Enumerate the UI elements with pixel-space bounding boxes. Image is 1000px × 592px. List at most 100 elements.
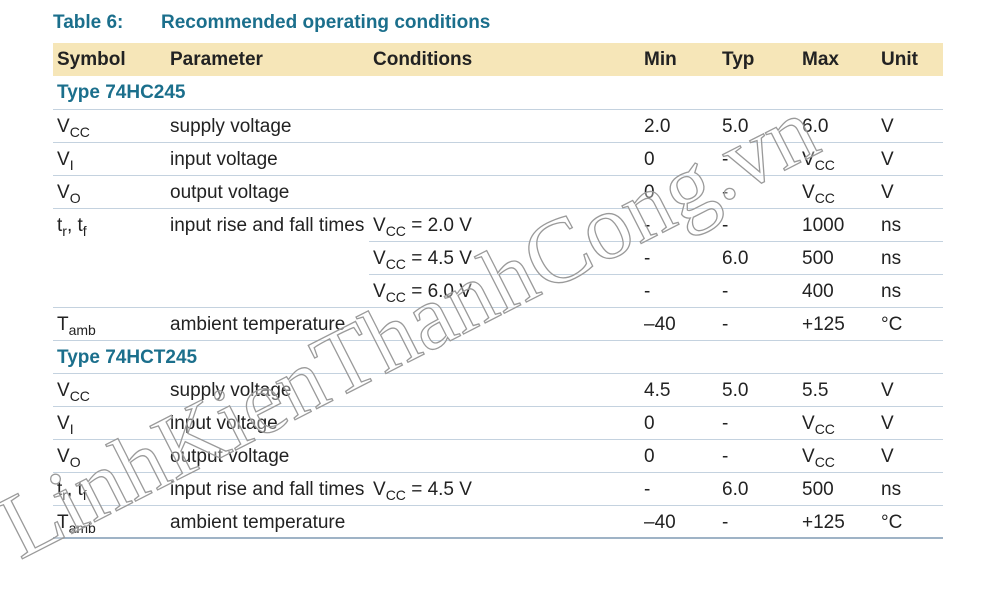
table-number: Table 6:: [53, 12, 124, 33]
unit-cell: V: [877, 109, 943, 143]
symbol-cell: VCC: [53, 109, 166, 143]
conditions-cell: [369, 307, 640, 341]
parameter-cell: input rise and fall times: [166, 472, 369, 506]
text-part: = 4.5 V: [405, 478, 472, 500]
subscript: I: [69, 156, 74, 173]
min-cell: 4.5: [640, 373, 718, 407]
min-cell: 2.0: [640, 109, 718, 143]
min-cell: 0: [640, 142, 718, 176]
table-caption: Recommended operating conditions: [161, 12, 491, 33]
data-row: VCC supply voltage 4.5 5.0 5.5 V: [53, 373, 943, 407]
conditions-cell: VCC = 2.0 V: [369, 208, 640, 242]
column-header: Max: [798, 43, 877, 76]
max-cell: +125: [798, 307, 877, 341]
data-row: VCC = 4.5 V -6.0 500 ns: [53, 241, 943, 275]
data-row: tr, tf input rise and fall times VCC = 4.5…: [53, 472, 943, 506]
min-cell: –40: [640, 307, 718, 341]
text-part: = 4.5 V: [405, 247, 472, 269]
conditions-cell: [369, 373, 640, 407]
unit-cell: °C: [877, 505, 943, 539]
text-part: V: [373, 214, 386, 236]
subscript: CC: [385, 486, 406, 503]
header-row: Symbol Parameter Conditions Min Typ Max Unit: [53, 43, 943, 76]
max-cell: 400: [798, 274, 877, 308]
subscript: I: [69, 420, 74, 437]
parameter-cell: input voltage: [166, 406, 369, 440]
text-part: T: [57, 313, 69, 335]
data-row: VO output voltage 0- VCC V: [53, 175, 943, 209]
text-part: V: [373, 478, 386, 500]
subscript: r: [62, 222, 67, 239]
max-cell: 5.5: [798, 373, 877, 407]
data-row: Tamb ambient temperature –40- +125 °C: [53, 307, 943, 341]
text-part: , t: [66, 214, 83, 236]
parameter-cell: output voltage: [166, 439, 369, 473]
text-part: t: [57, 478, 63, 500]
symbol-cell: Tamb: [53, 307, 166, 341]
conditions-cell: [369, 142, 640, 176]
max-cell: VCC: [798, 175, 877, 209]
max-cell: +125: [798, 505, 877, 539]
typ-cell: -: [718, 439, 798, 473]
section-row: Type 74HCT245: [53, 340, 943, 374]
column-header: Parameter: [166, 43, 369, 76]
text-part: V: [57, 379, 70, 401]
conditions-table: Symbol Parameter Conditions Min Typ Max Unit T…: [53, 43, 943, 539]
text-part: V: [373, 280, 386, 302]
unit-cell: °C: [877, 307, 943, 341]
symbol-cell: VI: [53, 406, 166, 440]
text-part: V: [57, 412, 70, 434]
typ-cell: -: [718, 505, 798, 539]
typ-cell: 6.0: [718, 241, 798, 275]
max-cell: 1000: [798, 208, 877, 242]
text-part: V: [57, 148, 70, 170]
subscript: CC: [385, 255, 406, 272]
subscript: O: [69, 189, 81, 206]
unit-cell: V: [877, 142, 943, 176]
data-row: VI input voltage 0- VCC V: [53, 406, 943, 440]
typ-cell: -: [718, 142, 798, 176]
typ-cell: -: [718, 274, 798, 308]
data-row: VCC = 6.0 V - -400 ns: [53, 274, 943, 308]
unit-cell: V: [877, 175, 943, 209]
text-part: V: [57, 445, 70, 467]
text-part: = 6.0 V: [405, 280, 472, 302]
min-cell: –40: [640, 505, 718, 539]
subscript: CC: [385, 288, 406, 305]
typ-cell: 5.0: [718, 373, 798, 407]
unit-cell: ns: [877, 472, 943, 506]
column-header: Conditions: [369, 43, 640, 76]
min-cell: -: [640, 274, 718, 308]
subscript: amb: [68, 519, 96, 536]
typ-cell: -: [718, 406, 798, 440]
text-part: = 2.0 V: [405, 214, 472, 236]
column-header: Min: [640, 43, 718, 76]
text-part: V: [57, 115, 70, 137]
text-part: t: [57, 214, 63, 236]
max-cell: 500: [798, 241, 877, 275]
unit-cell: ns: [877, 241, 943, 275]
min-cell: -: [640, 241, 718, 275]
conditions-cell: VCC = 4.5 V: [369, 241, 640, 275]
parameter-cell: ambient temperature: [166, 307, 369, 341]
column-header: Typ: [718, 43, 798, 76]
min-cell: 0: [640, 175, 718, 209]
column-header: Symbol: [53, 43, 166, 76]
subscript: O: [69, 453, 81, 470]
text-part: V: [802, 181, 815, 203]
data-row: tr, tf input rise and fall times VCC = 2.0…: [53, 208, 943, 308]
typ-cell: -: [718, 307, 798, 341]
text-part: V: [57, 181, 70, 203]
subscript: f: [82, 222, 87, 239]
unit-cell: ns: [877, 208, 943, 242]
typ-cell: -: [718, 175, 798, 209]
typ-cell: -: [718, 208, 798, 242]
conditions-cell: [369, 439, 640, 473]
subscript: CC: [814, 420, 835, 437]
conditions-cell: [369, 406, 640, 440]
parameter-cell: input rise and fall times: [166, 208, 369, 308]
text-part: V: [373, 247, 386, 269]
data-row: VI input voltage 0- VCC V: [53, 142, 943, 176]
symbol-cell: tr, tf: [53, 472, 166, 506]
parameter-cell: supply voltage: [166, 373, 369, 407]
